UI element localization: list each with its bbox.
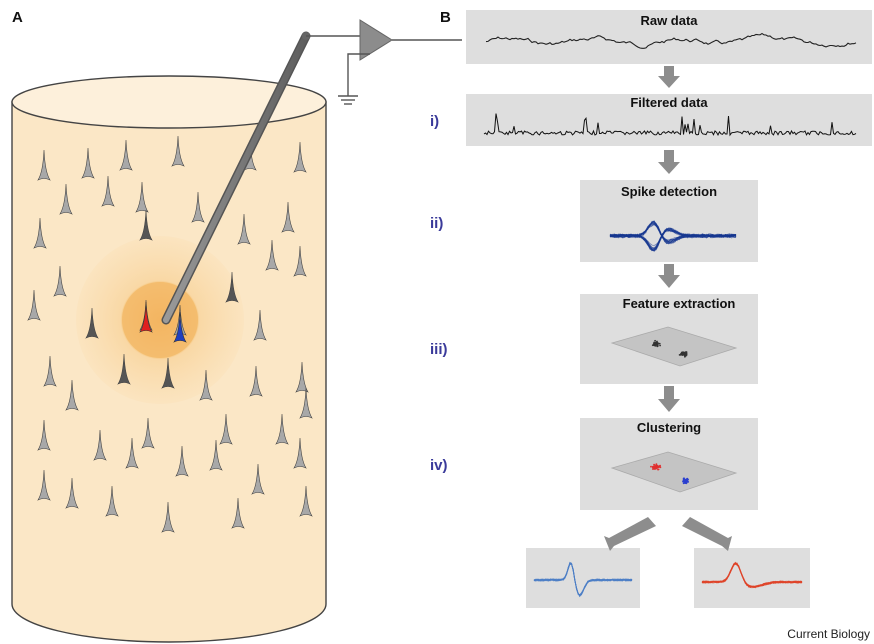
raw-data-box: Raw data bbox=[466, 10, 872, 64]
arrow-detection-to-features bbox=[658, 264, 680, 288]
step-label-ii: ii) bbox=[430, 215, 443, 232]
neuron bbox=[219, 413, 233, 445]
journal-credit: Current Biology bbox=[787, 627, 870, 641]
neuron bbox=[225, 271, 239, 303]
neuron bbox=[275, 413, 289, 445]
neuron bbox=[59, 183, 73, 215]
neuron bbox=[125, 437, 139, 469]
neuron bbox=[237, 213, 251, 245]
blue-unit-box bbox=[526, 548, 640, 608]
neuron bbox=[141, 417, 155, 449]
filtered-data-title: Filtered data bbox=[630, 95, 708, 110]
feature-space-plane bbox=[610, 326, 738, 367]
neuron-population bbox=[27, 135, 313, 533]
neuron bbox=[175, 445, 189, 477]
neuron bbox=[295, 361, 309, 393]
neuron bbox=[293, 245, 307, 277]
neuron bbox=[65, 477, 79, 509]
raw-signal-trace bbox=[485, 32, 857, 49]
neuron bbox=[293, 437, 307, 469]
panel-a-letter: A bbox=[12, 9, 23, 26]
neuron bbox=[171, 135, 185, 167]
neuron bbox=[251, 463, 265, 495]
arrow-features-to-clustering bbox=[658, 386, 680, 412]
raw-data-title: Raw data bbox=[640, 13, 698, 28]
neuron bbox=[43, 355, 57, 387]
neuron bbox=[161, 501, 175, 533]
filtered-data-box: Filtered data bbox=[466, 94, 872, 146]
flow-arrows bbox=[604, 66, 732, 551]
neuron bbox=[105, 485, 119, 517]
neuron bbox=[53, 265, 67, 297]
blue-neuron bbox=[173, 311, 187, 343]
red-unit-waveform bbox=[701, 561, 803, 589]
neuron bbox=[37, 419, 51, 451]
arrow-filtered-to-detection bbox=[658, 150, 680, 174]
red-neuron bbox=[139, 301, 153, 333]
neuron bbox=[27, 289, 41, 321]
clustering-box: Clustering bbox=[580, 418, 758, 510]
arrow-to-blue-unit bbox=[604, 517, 656, 551]
clustering-title: Clustering bbox=[637, 420, 701, 435]
neuron bbox=[139, 209, 153, 241]
filtered-signal-trace bbox=[483, 113, 857, 137]
neuron bbox=[117, 353, 131, 385]
cluster-space-plane bbox=[610, 451, 738, 493]
neuron bbox=[37, 469, 51, 501]
neuron bbox=[293, 141, 307, 173]
arrow-to-red-unit bbox=[682, 517, 732, 551]
panel-b-letter: B bbox=[440, 9, 451, 26]
neuron bbox=[33, 217, 47, 249]
arrow-raw-to-filtered bbox=[658, 66, 680, 88]
neuron bbox=[299, 485, 313, 517]
neuron bbox=[265, 239, 279, 271]
feature-point-cloud bbox=[651, 339, 688, 358]
neuron bbox=[101, 175, 115, 207]
spike-detection-title: Spike detection bbox=[621, 184, 717, 199]
step-label-i: i) bbox=[430, 113, 439, 130]
neuron bbox=[231, 497, 245, 529]
neuron bbox=[191, 191, 205, 223]
neuron bbox=[281, 201, 295, 233]
neuron bbox=[85, 307, 99, 339]
neuron bbox=[81, 147, 95, 179]
neuron bbox=[199, 369, 213, 401]
neuron bbox=[253, 309, 267, 341]
recording-halo bbox=[76, 236, 244, 404]
neuron bbox=[299, 387, 313, 419]
neuron bbox=[209, 439, 223, 471]
spike-detection-box: Spike detection bbox=[580, 180, 758, 262]
neuron bbox=[161, 357, 175, 389]
red-unit-box bbox=[694, 548, 810, 608]
detected-spike-waveforms bbox=[609, 220, 737, 253]
neuron bbox=[119, 139, 133, 171]
neuron bbox=[135, 181, 149, 213]
feature-extraction-title: Feature extraction bbox=[623, 296, 736, 311]
clustered-point-cloud bbox=[650, 463, 690, 485]
feature-extraction-box: Feature extraction bbox=[580, 294, 758, 384]
blue-unit-waveform bbox=[533, 561, 633, 598]
neuron bbox=[93, 429, 107, 461]
step-label-iv: iv) bbox=[430, 457, 448, 474]
step-label-iii: iii) bbox=[430, 341, 448, 358]
neuron bbox=[37, 149, 51, 181]
neuron bbox=[249, 365, 263, 397]
neuron bbox=[65, 379, 79, 411]
amplifier bbox=[306, 19, 462, 105]
